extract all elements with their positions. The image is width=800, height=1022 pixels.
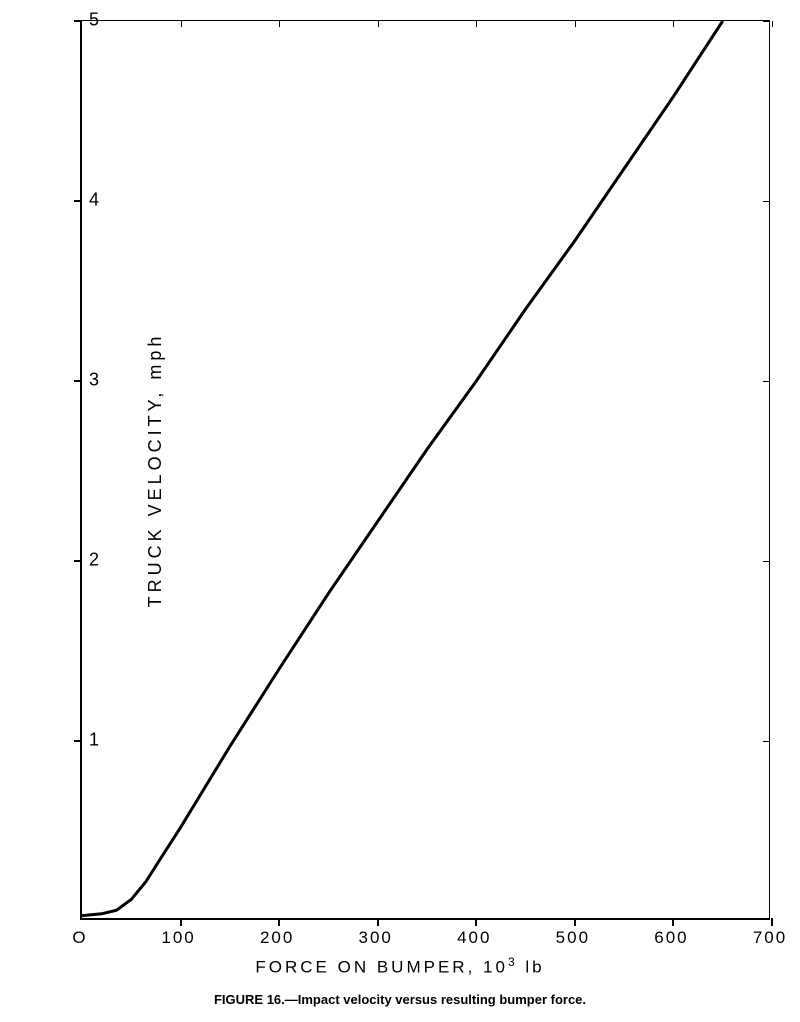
y-tick-label: 3 [89,370,100,391]
x-tick [771,918,773,926]
x-tick-label: 700 [753,928,787,948]
x-tick-top [378,21,379,27]
x-tick [278,918,280,926]
y-tick [74,740,82,742]
x-tick-label: 400 [457,928,491,948]
x-tick-label: O [72,928,87,948]
x-tick-label: 500 [556,928,590,948]
y-tick [74,200,82,202]
x-tick [377,918,379,926]
figure-caption: FIGURE 16.—Impact velocity versus result… [214,992,586,1007]
y-tick [74,20,82,22]
y-tick-right [763,201,769,202]
y-tick-label: 4 [89,190,100,211]
y-tick-right [763,21,769,22]
x-tick-top [575,21,576,27]
x-axis-title: FORCE ON BUMPER, 103 lb [255,955,544,978]
y-tick-label: 1 [89,730,100,751]
x-tick-top [772,21,773,27]
y-tick-label: 2 [89,550,100,571]
chart-container [80,20,770,920]
y-tick [74,380,82,382]
y-tick-right [763,381,769,382]
x-tick-top [476,21,477,27]
y-tick-right [763,561,769,562]
x-tick [475,918,477,926]
y-tick [74,560,82,562]
curve-line [82,21,772,921]
x-tick-top [279,21,280,27]
x-tick [180,918,182,926]
x-tick-label: 600 [654,928,688,948]
y-tick-right [763,741,769,742]
x-tick-label: 200 [260,928,294,948]
x-tick-top [673,21,674,27]
y-axis-title: TRUCK VELOCITY, mph [145,333,166,608]
x-tick-top [181,21,182,27]
x-tick-label: 100 [161,928,195,948]
x-tick [574,918,576,926]
x-tick-label: 300 [359,928,393,948]
x-tick [672,918,674,926]
plot-area [80,20,770,920]
y-tick-label: 5 [89,10,100,31]
